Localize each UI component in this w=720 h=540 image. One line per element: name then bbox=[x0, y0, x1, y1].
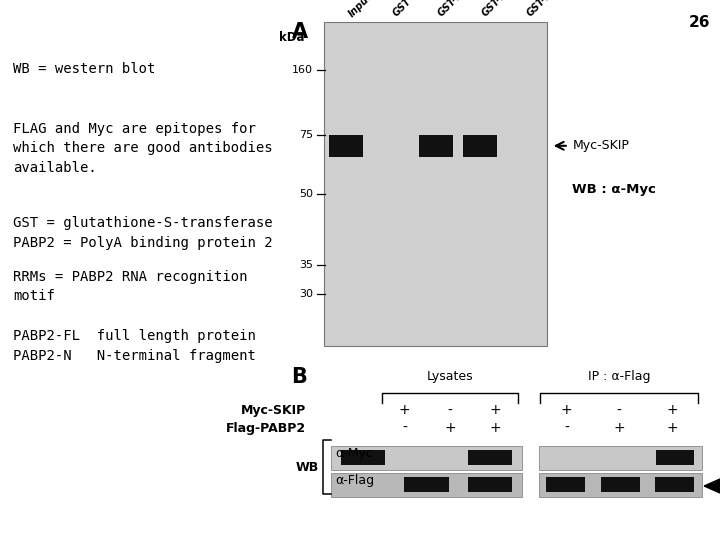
Text: RRMs = PABP2 RNA recognition
motif: RRMs = PABP2 RNA recognition motif bbox=[13, 270, 248, 303]
Bar bbox=[546, 477, 585, 492]
Text: +: + bbox=[666, 403, 678, 417]
Text: α-Myc: α-Myc bbox=[336, 447, 374, 460]
Bar bbox=[463, 135, 498, 157]
Bar bbox=[324, 22, 547, 346]
Text: Myc-SKIP: Myc-SKIP bbox=[240, 404, 306, 417]
Bar bbox=[656, 450, 694, 465]
Text: WB = western blot: WB = western blot bbox=[13, 62, 156, 76]
Bar bbox=[331, 472, 522, 497]
Text: B: B bbox=[292, 367, 307, 387]
Text: +: + bbox=[444, 421, 456, 435]
Bar bbox=[341, 450, 385, 465]
Bar bbox=[468, 450, 513, 465]
Text: +: + bbox=[490, 403, 501, 417]
Text: kDa: kDa bbox=[279, 31, 305, 44]
Text: GST-PABP2-N: GST-PABP2-N bbox=[480, 0, 538, 19]
Bar bbox=[405, 477, 449, 492]
Bar bbox=[331, 446, 522, 470]
Text: Input: Input bbox=[346, 0, 374, 19]
Text: 75: 75 bbox=[299, 130, 313, 140]
Text: -: - bbox=[617, 403, 621, 417]
Text: +: + bbox=[613, 421, 625, 435]
Text: WB: WB bbox=[296, 461, 319, 474]
Text: -: - bbox=[564, 421, 569, 435]
Bar bbox=[418, 135, 453, 157]
Bar bbox=[539, 472, 702, 497]
Polygon shape bbox=[704, 479, 720, 493]
Bar bbox=[329, 135, 364, 157]
Text: α-Flag: α-Flag bbox=[336, 474, 374, 487]
Text: 50: 50 bbox=[300, 190, 313, 199]
Text: +: + bbox=[399, 403, 410, 417]
Text: GST-PABP2-FL: GST-PABP2-FL bbox=[436, 0, 497, 19]
Text: GST-RRMs: GST-RRMs bbox=[525, 0, 571, 19]
Text: 30: 30 bbox=[300, 289, 313, 299]
Text: IP : α-Flag: IP : α-Flag bbox=[588, 370, 650, 383]
Bar bbox=[539, 446, 702, 470]
Text: +: + bbox=[490, 421, 501, 435]
Text: A: A bbox=[292, 22, 307, 42]
Text: WB : α-Myc: WB : α-Myc bbox=[572, 183, 656, 195]
Bar bbox=[468, 477, 513, 492]
Bar bbox=[655, 477, 694, 492]
Text: GST: GST bbox=[391, 0, 413, 19]
Text: -: - bbox=[402, 421, 407, 435]
Text: Flag-PABP2: Flag-PABP2 bbox=[226, 422, 306, 435]
Text: 26: 26 bbox=[688, 15, 710, 30]
Text: 35: 35 bbox=[300, 260, 313, 269]
Text: PABP2-FL  full length protein
PABP2-N   N-terminal fragment: PABP2-FL full length protein PABP2-N N-t… bbox=[13, 329, 256, 363]
Text: GST = glutathione-S-transferase
PABP2 = PolyA binding protein 2: GST = glutathione-S-transferase PABP2 = … bbox=[13, 216, 273, 249]
Text: 160: 160 bbox=[292, 65, 313, 75]
Text: Lysates: Lysates bbox=[427, 370, 473, 383]
Text: +: + bbox=[666, 421, 678, 435]
Text: +: + bbox=[561, 403, 572, 417]
Text: FLAG and Myc are epitopes for
which there are good antibodies
available.: FLAG and Myc are epitopes for which ther… bbox=[13, 122, 273, 174]
Text: Myc-SKIP: Myc-SKIP bbox=[572, 139, 629, 152]
Bar bbox=[600, 477, 640, 492]
Text: -: - bbox=[448, 403, 452, 417]
